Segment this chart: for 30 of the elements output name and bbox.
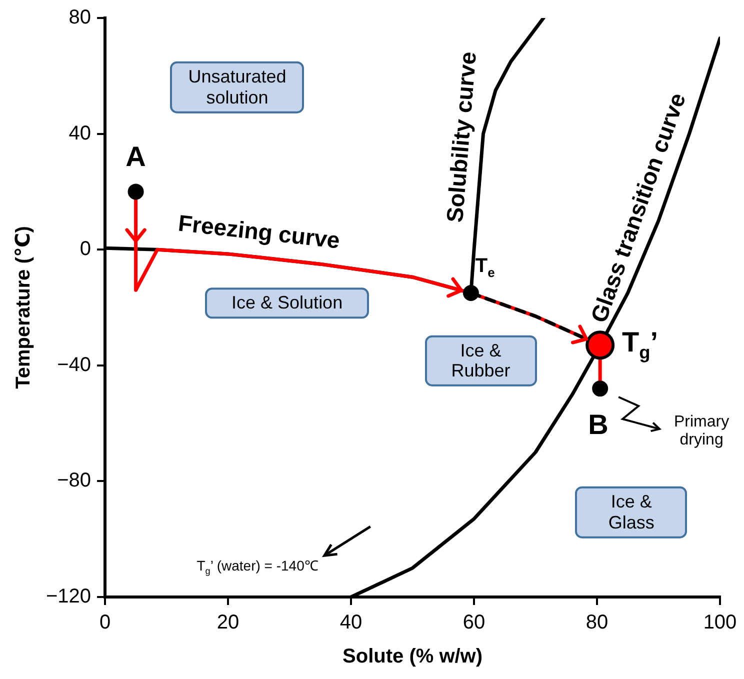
label-box: Ice & Glass	[575, 486, 688, 538]
annotation: Ice & Rubber	[451, 340, 510, 381]
x-tick-label: 100	[703, 612, 737, 634]
annotation: A	[126, 140, 146, 174]
label-box: Ice & Rubber	[424, 335, 537, 386]
y-tick-label: 80	[68, 6, 92, 29]
annotation: Ice & Glass	[608, 491, 654, 532]
y-tick-label: −40	[57, 354, 92, 376]
y-tick-label: −120	[46, 586, 92, 608]
x-tick-label: 20	[216, 612, 240, 634]
text: Solubility curve	[442, 50, 482, 224]
annotation: T$_{e}$	[475, 255, 495, 282]
annotation: T$_{g}$’ (water) = -140℃	[196, 556, 318, 576]
text: Freezing curve	[176, 210, 342, 254]
x-tick-label: 60	[462, 612, 486, 634]
label-box: Unsaturated solution	[170, 62, 304, 114]
x-tick-label: 40	[340, 612, 362, 634]
y-axis-title: Temperature (℃)	[12, 226, 35, 389]
annotation: T$_{g}$’	[622, 326, 658, 364]
x-tick-label: 80	[586, 612, 608, 634]
annotation: Ice & Solution	[232, 292, 343, 313]
y-tick-label: −80	[57, 470, 92, 492]
annotation: B	[588, 408, 608, 441]
annotation: Primary drying	[674, 414, 730, 450]
x-tick-label: 0	[99, 612, 111, 634]
y-tick-label: 40	[68, 122, 92, 144]
label-box: Ice & Solution	[205, 288, 370, 318]
annotation: Unsaturated solution	[188, 66, 286, 108]
x-axis-title: Solute (% w/w)	[342, 646, 483, 668]
y-tick-label: 0	[80, 238, 92, 260]
